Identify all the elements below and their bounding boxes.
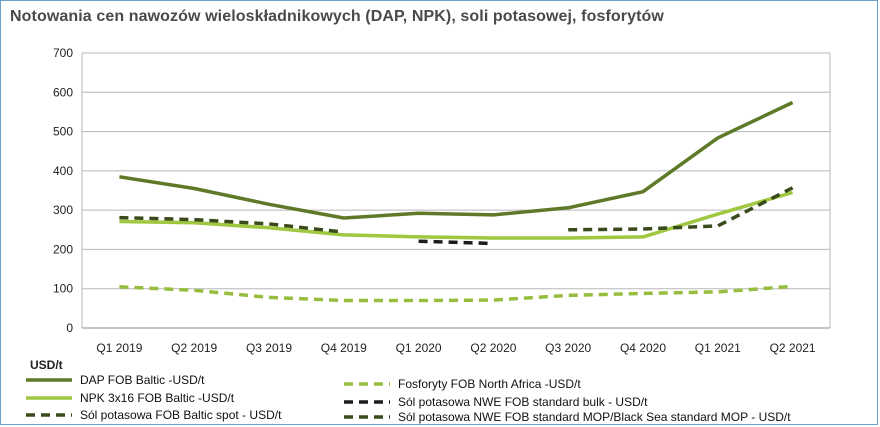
x-tick-label: Q1 2019 <box>96 341 142 355</box>
legend-label: Sól potasowa FOB Baltic spot - USD/t <box>80 408 282 422</box>
legend-swatch <box>344 382 390 386</box>
legend-label: Sól potasowa NWE FOB standard MOP/Black … <box>398 410 791 424</box>
y-tick-label: 500 <box>53 125 73 139</box>
series-line-2 <box>119 190 794 240</box>
y-tick-label: 600 <box>53 85 73 99</box>
y-tick-label: 0 <box>66 321 73 335</box>
y-tick-label: 300 <box>53 203 73 217</box>
series-line-1 <box>119 100 794 220</box>
legend-swatch <box>344 400 390 404</box>
chart-title: Notowania cen nawozów wieloskładnikowych… <box>10 8 664 25</box>
series-line-4 <box>119 284 793 303</box>
y-tick-label: 200 <box>53 242 73 256</box>
legend-swatch <box>26 413 72 417</box>
x-tick-label: Q1 2020 <box>396 341 442 355</box>
legend-label: NPK 3x16 FOB Baltic -USD/t <box>80 391 235 405</box>
y-tick-label: 400 <box>53 164 73 178</box>
legend-label: Fosforyty FOB North Africa -USD/t <box>398 377 581 391</box>
x-tick-label: Q2 2021 <box>770 341 816 355</box>
legend-label: DAP FOB Baltic -USD/t <box>80 373 205 387</box>
series-line-5 <box>418 239 494 246</box>
y-tick-label: 700 <box>53 46 73 60</box>
legend-label: Sól potasowa NWE FOB standard bulk - USD… <box>398 395 648 409</box>
x-tick-label: Q2 2020 <box>470 341 516 355</box>
x-tick-label: Q4 2019 <box>321 341 367 355</box>
x-tick-label: Q2 2019 <box>171 341 217 355</box>
y-axis-label: USD/t <box>30 358 63 372</box>
x-tick-label: Q4 2020 <box>620 341 666 355</box>
x-tick-label: Q1 2021 <box>695 341 741 355</box>
legend-swatch <box>26 378 72 382</box>
series-line-6 <box>568 186 794 232</box>
legend-swatch <box>344 415 390 419</box>
legend-swatch <box>26 396 72 400</box>
x-tick-label: Q3 2020 <box>545 341 591 355</box>
x-tick-label: Q3 2019 <box>246 341 292 355</box>
series-line-3 <box>119 215 344 234</box>
y-tick-label: 100 <box>53 282 73 296</box>
